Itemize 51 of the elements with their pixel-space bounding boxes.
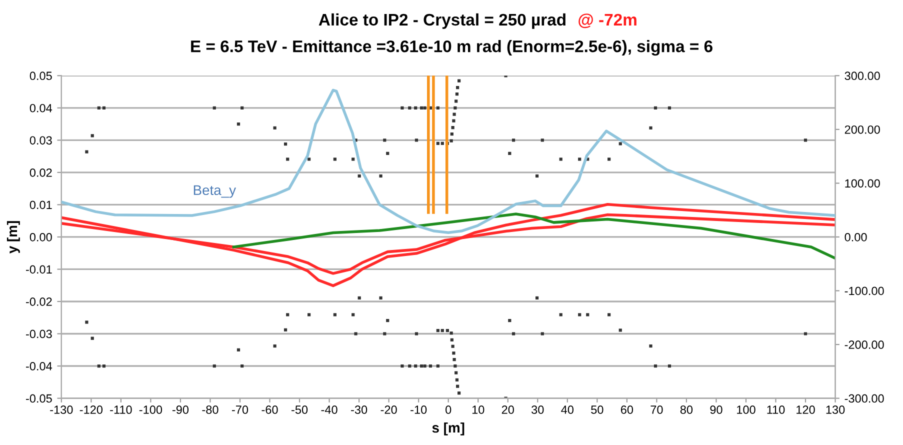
y-tick-label: 0.02 — [30, 168, 52, 177]
x-tick-label: 130 — [826, 406, 845, 414]
y-tick-label: 0.03 — [30, 136, 52, 145]
x-tick-label: -110 — [110, 406, 132, 414]
y-tick-label: 0.04 — [30, 104, 52, 112]
x-tick-label: -20 — [380, 406, 397, 414]
y2-tick-label: -200.00 — [844, 340, 884, 349]
y2-tick-label: 0.00 — [844, 232, 867, 242]
y-tick-label: -0.04 — [26, 362, 52, 370]
y-tick-label: -0.02 — [26, 298, 52, 306]
x-tick-label: 100 — [737, 406, 756, 414]
y2-tick-label: -300.00 — [844, 394, 884, 403]
y2-tick-label: 200.00 — [844, 125, 880, 134]
x-tick-label: -120 — [80, 406, 103, 414]
y2-tick-label: 300.00 — [844, 72, 880, 80]
x-tick-label: 50 — [591, 406, 604, 414]
x-tick-label: 10 — [472, 406, 484, 414]
y-tick-label: -0.01 — [26, 265, 52, 274]
x-tick-label: -80 — [202, 406, 218, 414]
x-tick-label: -60 — [262, 406, 278, 414]
x-tick-label: -30 — [351, 406, 368, 414]
x-tick-label: -130 — [50, 406, 73, 414]
x-tick-label: -40 — [321, 406, 338, 414]
x-tick-label: 40 — [561, 406, 574, 414]
y-tick-label: 0.01 — [30, 200, 52, 210]
chart-title: Alice to IP2 - Crystal = 250 µrad — [318, 13, 566, 29]
text: @ -72m — [578, 14, 636, 28]
x-tick-label: 30 — [532, 406, 544, 414]
x-tick-label: 70 — [650, 406, 663, 414]
x-tick-label: 110 — [767, 406, 785, 414]
y-tick-label: -0.05 — [26, 394, 52, 403]
x-tick-label: 120 — [796, 406, 815, 414]
series-label: Beta_y — [194, 185, 236, 198]
y-tick-label: 0.00 — [30, 232, 52, 242]
x-tick-label: 80 — [680, 406, 693, 414]
y2-tick-label: 100.00 — [845, 179, 880, 188]
x-tick-label: 60 — [620, 406, 634, 414]
x-tick-label: 20 — [502, 406, 514, 414]
x-tick-label: -50 — [292, 406, 308, 414]
y-axis-title: y [m] — [6, 221, 20, 254]
x-tick-label: -10 — [410, 406, 427, 414]
x-axis-title: s [m] — [432, 422, 464, 436]
x-tick-label: -100 — [139, 406, 162, 414]
x-tick-label: -90 — [172, 406, 189, 414]
x-tick-label: 90 — [710, 406, 722, 414]
x-tick-label: -70 — [232, 406, 248, 414]
y2-tick-label: -100.00 — [844, 286, 884, 296]
y-tick-label: -0.03 — [26, 330, 52, 338]
y-tick-label: 0.05 — [30, 72, 52, 80]
chart-subtitle: E = 6.5 TeV - Emittance =3.61e-10 m rad (Enorm=2.5e-6), sigma = 6 — [191, 40, 712, 56]
x-tick-label: 0 — [446, 406, 452, 414]
